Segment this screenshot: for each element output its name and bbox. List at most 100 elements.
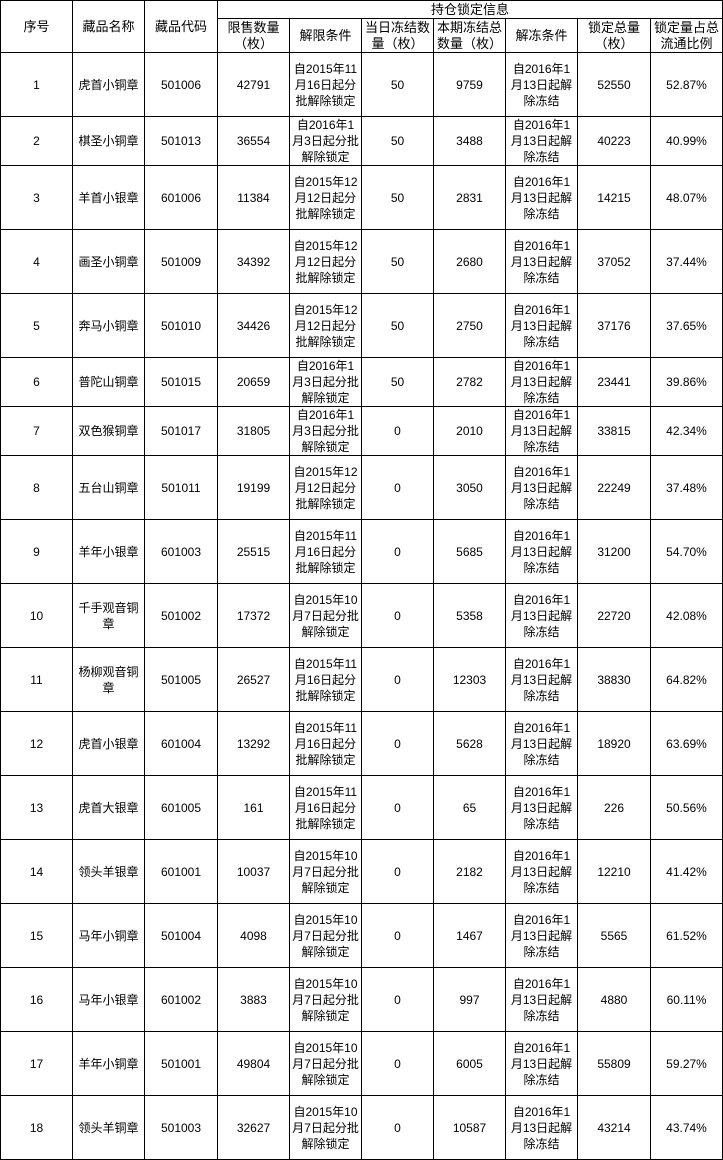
table-row: 15 马年小铜章 501004 4098 自2015年10月7日起分批解除锁定 0 1467… bbox=[0, 903, 723, 968]
cell-release-condition: 自2015年12月12日起分批解除锁定 bbox=[289, 229, 362, 294]
cell-period-frozen-total: 12303 bbox=[433, 647, 506, 712]
cell-name: 杨柳观音铜章 bbox=[72, 647, 145, 712]
cell-index: 4 bbox=[0, 229, 73, 294]
cell-name: 虎首大银章 bbox=[72, 775, 145, 840]
cell-daily-frozen: 0 bbox=[361, 583, 434, 648]
cell-unfreeze-condition: 自2016年1月13日起解除冻结 bbox=[505, 116, 578, 166]
cell-daily-frozen: 0 bbox=[361, 406, 434, 456]
cell-release-condition: 自2015年10月7日起分批解除锁定 bbox=[289, 1095, 362, 1160]
cell-index: 11 bbox=[0, 647, 73, 712]
cell-locked-ratio: 37.48% bbox=[650, 455, 723, 520]
cell-unfreeze-condition: 自2016年1月13日起解除冻结 bbox=[505, 455, 578, 520]
cell-restricted-qty: 10037 bbox=[217, 839, 290, 904]
cell-name: 千手观音铜章 bbox=[72, 583, 145, 648]
cell-name: 马年小铜章 bbox=[72, 903, 145, 968]
cell-unfreeze-condition: 自2016年1月13日起解除冻结 bbox=[505, 357, 578, 407]
cell-code: 501005 bbox=[144, 647, 218, 712]
cell-restricted-qty: 20659 bbox=[217, 357, 290, 407]
cell-period-frozen-total: 3488 bbox=[433, 116, 506, 166]
cell-locked-total: 37052 bbox=[577, 229, 651, 294]
cell-locked-ratio: 37.44% bbox=[650, 229, 723, 294]
cell-release-condition: 自2015年12月12日起分批解除锁定 bbox=[289, 455, 362, 520]
cell-index: 8 bbox=[0, 455, 73, 520]
cell-locked-total: 23441 bbox=[577, 357, 651, 407]
header-daily-frozen: 当日冻结数量（枚） bbox=[361, 18, 434, 53]
cell-daily-frozen: 0 bbox=[361, 519, 434, 584]
table-row: 11 杨柳观音铜章 501005 26527 自2015年11月16日起分批解除锁定 0 1… bbox=[0, 647, 723, 712]
cell-daily-frozen: 50 bbox=[361, 52, 434, 117]
cell-name: 领头羊铜章 bbox=[72, 1095, 145, 1160]
header-index: 序号 bbox=[0, 0, 73, 53]
cell-index: 12 bbox=[0, 711, 73, 776]
cell-release-condition: 自2016年1月3日起分批解除锁定 bbox=[289, 357, 362, 407]
table-row: 12 虎首小银章 601004 13292 自2015年11月16日起分批解除锁定 0 56… bbox=[0, 711, 723, 776]
cell-release-condition: 自2015年11月16日起分批解除锁定 bbox=[289, 775, 362, 840]
cell-code: 501004 bbox=[144, 903, 218, 968]
cell-release-condition: 自2015年11月16日起分批解除锁定 bbox=[289, 711, 362, 776]
cell-name: 羊年小铜章 bbox=[72, 1031, 145, 1096]
cell-restricted-qty: 42791 bbox=[217, 52, 290, 117]
cell-locked-ratio: 50.56% bbox=[650, 775, 723, 840]
cell-period-frozen-total: 5628 bbox=[433, 711, 506, 776]
cell-restricted-qty: 32627 bbox=[217, 1095, 290, 1160]
cell-code: 501015 bbox=[144, 357, 218, 407]
cell-locked-ratio: 43.74% bbox=[650, 1095, 723, 1160]
cell-name: 五台山铜章 bbox=[72, 455, 145, 520]
cell-release-condition: 自2015年10月7日起分批解除锁定 bbox=[289, 967, 362, 1032]
cell-restricted-qty: 4098 bbox=[217, 903, 290, 968]
table-row: 3 羊首小银章 601006 11384 自2015年12月12日起分批解除锁定 50 28… bbox=[0, 165, 723, 230]
cell-period-frozen-total: 1467 bbox=[433, 903, 506, 968]
cell-period-frozen-total: 3050 bbox=[433, 455, 506, 520]
cell-locked-ratio: 42.08% bbox=[650, 583, 723, 648]
cell-period-frozen-total: 10587 bbox=[433, 1095, 506, 1160]
cell-daily-frozen: 50 bbox=[361, 229, 434, 294]
cell-restricted-qty: 3883 bbox=[217, 967, 290, 1032]
cell-release-condition: 自2015年10月7日起分批解除锁定 bbox=[289, 903, 362, 968]
cell-code: 501011 bbox=[144, 455, 218, 520]
cell-name: 奔马小铜章 bbox=[72, 293, 145, 358]
cell-restricted-qty: 34392 bbox=[217, 229, 290, 294]
cell-release-condition: 自2016年1月3日起分批解除锁定 bbox=[289, 116, 362, 166]
cell-locked-total: 37176 bbox=[577, 293, 651, 358]
cell-unfreeze-condition: 自2016年1月13日起解除冻结 bbox=[505, 165, 578, 230]
cell-index: 17 bbox=[0, 1031, 73, 1096]
cell-name: 领头羊银章 bbox=[72, 839, 145, 904]
cell-code: 501017 bbox=[144, 406, 218, 456]
cell-code: 601001 bbox=[144, 839, 218, 904]
header-code: 藏品代码 bbox=[144, 0, 218, 53]
header-period-frozen-total: 本期冻结总数量（枚） bbox=[433, 18, 506, 53]
header-group-lock-info: 持仓锁定信息 bbox=[217, 0, 723, 19]
cell-restricted-qty: 13292 bbox=[217, 711, 290, 776]
cell-name: 马年小银章 bbox=[72, 967, 145, 1032]
cell-locked-ratio: 63.69% bbox=[650, 711, 723, 776]
cell-restricted-qty: 36554 bbox=[217, 116, 290, 166]
cell-restricted-qty: 25515 bbox=[217, 519, 290, 584]
cell-daily-frozen: 50 bbox=[361, 357, 434, 407]
cell-unfreeze-condition: 自2016年1月13日起解除冻结 bbox=[505, 519, 578, 584]
cell-index: 14 bbox=[0, 839, 73, 904]
cell-period-frozen-total: 2782 bbox=[433, 357, 506, 407]
cell-period-frozen-total: 65 bbox=[433, 775, 506, 840]
cell-locked-total: 14215 bbox=[577, 165, 651, 230]
cell-period-frozen-total: 2831 bbox=[433, 165, 506, 230]
cell-restricted-qty: 34426 bbox=[217, 293, 290, 358]
table-row: 8 五台山铜章 501011 19199 自2015年12月12日起分批解除锁定 0 305… bbox=[0, 455, 723, 520]
table-row: 2 棋圣小铜章 501013 36554 自2016年1月3日起分批解除锁定 50 3488… bbox=[0, 116, 723, 166]
cell-daily-frozen: 50 bbox=[361, 165, 434, 230]
table-row: 10 千手观音铜章 501002 17372 自2015年10月7日起分批解除锁定 0 53… bbox=[0, 583, 723, 648]
cell-daily-frozen: 0 bbox=[361, 1095, 434, 1160]
cell-release-condition: 自2015年10月7日起分批解除锁定 bbox=[289, 1031, 362, 1096]
table-row: 5 奔马小铜章 501010 34426 自2015年12月12日起分批解除锁定 50 27… bbox=[0, 293, 723, 358]
cell-code: 501010 bbox=[144, 293, 218, 358]
cell-unfreeze-condition: 自2016年1月13日起解除冻结 bbox=[505, 839, 578, 904]
cell-name: 棋圣小铜章 bbox=[72, 116, 145, 166]
cell-period-frozen-total: 2750 bbox=[433, 293, 506, 358]
cell-release-condition: 自2016年1月3日起分批解除锁定 bbox=[289, 406, 362, 456]
cell-code: 601005 bbox=[144, 775, 218, 840]
cell-period-frozen-total: 5685 bbox=[433, 519, 506, 584]
cell-code: 501009 bbox=[144, 229, 218, 294]
cell-release-condition: 自2015年12月12日起分批解除锁定 bbox=[289, 165, 362, 230]
cell-index: 15 bbox=[0, 903, 73, 968]
cell-daily-frozen: 50 bbox=[361, 293, 434, 358]
header-locked-ratio: 锁定量占总流通比例 bbox=[650, 18, 723, 53]
